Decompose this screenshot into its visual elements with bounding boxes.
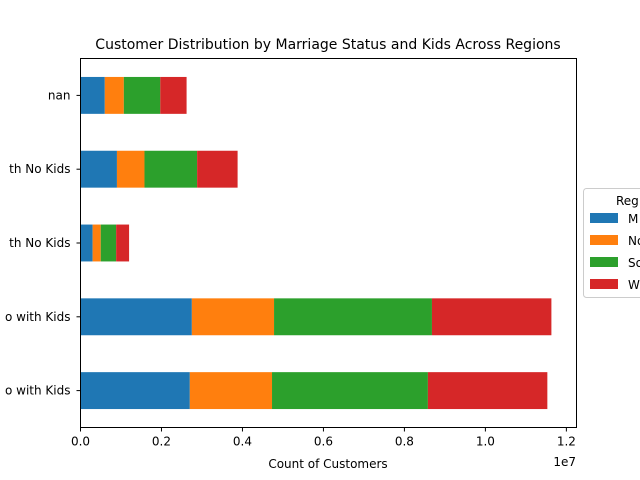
y-tick-label: nan (48, 88, 71, 102)
x-tick-label: 1.0 (476, 435, 495, 449)
bar-segment-m-4 (80, 372, 190, 410)
legend-label-m: M (628, 212, 638, 226)
x-tick-label: 0.8 (395, 435, 414, 449)
bar-segment-w-0 (160, 76, 187, 114)
x-axis-label: Count of Customers (268, 457, 387, 471)
bar-segment-no-4 (189, 372, 273, 410)
bar-segment-so-4 (272, 372, 428, 410)
bar-segment-no-2 (92, 224, 101, 262)
bar-segment-w-3 (431, 298, 552, 336)
bar-segment-m-1 (80, 150, 117, 188)
bar-segment-w-4 (427, 372, 548, 410)
x-axis-offset-text: 1e7 (553, 455, 576, 469)
legend-swatch-w (590, 279, 618, 289)
x-tick-label: 0.4 (233, 435, 252, 449)
bar-segment-w-2 (116, 224, 130, 262)
bar-segment-no-0 (104, 76, 124, 114)
x-axis: 0.0 0.2 0.4 0.6 0.8 1.0 1.2 (71, 427, 576, 449)
legend-swatch-m (590, 213, 618, 223)
bar-segment-so-0 (123, 76, 161, 114)
x-tick-label: 0.2 (152, 435, 171, 449)
legend-title: Reg (616, 194, 639, 208)
x-tick-label: 0.0 (71, 435, 90, 449)
bar-segment-so-3 (274, 298, 432, 336)
x-tick-label: 0.6 (314, 435, 333, 449)
legend-label-w: W (628, 278, 640, 292)
bar-segment-w-1 (197, 150, 238, 188)
chart-title: Customer Distribution by Marriage Status… (95, 37, 560, 53)
y-axis: nan th No Kids th No Kids o with Kids o with… (5, 88, 81, 398)
bar-segment-m-2 (80, 224, 93, 262)
y-tick-label: th No Kids (9, 162, 70, 176)
bar-segment-so-2 (100, 224, 117, 262)
legend-swatch-so (590, 257, 618, 267)
bar-segment-no-1 (116, 150, 145, 188)
legend-label-no: No (628, 234, 640, 248)
x-tick-label: 1.2 (557, 435, 576, 449)
bar-segment-no-3 (191, 298, 275, 336)
legend-label-so: So (628, 256, 640, 270)
bar-segment-m-0 (80, 76, 105, 114)
bar-segment-so-1 (144, 150, 198, 188)
legend-items: M No So W (590, 212, 640, 292)
bar-segment-m-3 (80, 298, 192, 336)
y-tick-label: o with Kids (5, 384, 71, 398)
plot-area (80, 76, 552, 410)
y-tick-label: th No Kids (9, 236, 70, 250)
y-tick-label: o with Kids (5, 310, 71, 324)
legend: Reg M No So W (583, 188, 640, 298)
legend-swatch-no (590, 235, 618, 245)
